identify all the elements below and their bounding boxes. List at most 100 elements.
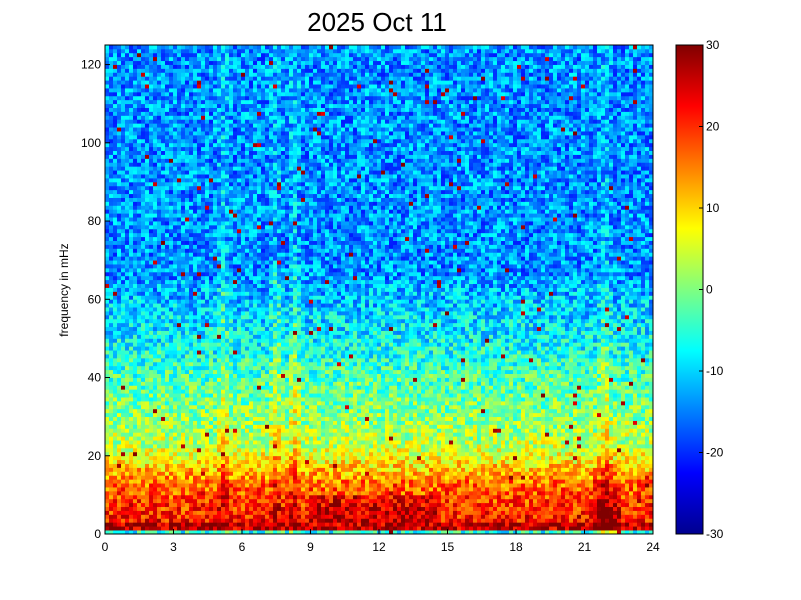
heatmap-cell xyxy=(149,232,154,238)
heatmap-cell xyxy=(165,416,170,421)
heatmap-cell xyxy=(205,244,210,249)
heatmap-cell xyxy=(125,322,130,328)
heatmap-cell xyxy=(181,526,186,531)
heatmap-cell xyxy=(213,357,218,363)
heatmap-cell xyxy=(221,444,226,449)
heatmap-cell xyxy=(121,526,126,531)
heatmap-cell xyxy=(169,412,174,418)
heatmap-cell xyxy=(213,279,218,285)
heatmap-cell xyxy=(173,295,178,300)
heatmap-cell xyxy=(193,357,198,363)
heatmap-cell xyxy=(245,389,250,394)
heatmap-cell xyxy=(261,400,266,406)
heatmap-cell xyxy=(169,213,174,218)
heatmap-cell xyxy=(145,514,150,519)
heatmap-cell xyxy=(261,154,266,159)
heatmap-cell xyxy=(225,459,230,464)
heatmap-cell xyxy=(193,181,198,187)
heatmap-cell xyxy=(221,52,226,58)
heatmap-cell xyxy=(137,138,142,144)
heatmap-cell xyxy=(201,131,206,136)
heatmap-cell xyxy=(261,357,266,363)
heatmap-cell xyxy=(157,479,162,484)
heatmap-cell xyxy=(241,455,246,461)
heatmap-cell xyxy=(253,444,258,449)
heatmap-cell xyxy=(233,162,238,167)
heatmap-cell xyxy=(165,76,170,81)
heatmap-cell xyxy=(261,193,266,198)
heatmap-cell xyxy=(113,80,118,85)
heatmap-cell xyxy=(209,518,214,523)
heatmap-cell xyxy=(125,123,130,128)
heatmap-cell xyxy=(189,256,194,261)
heatmap-cell xyxy=(177,80,182,85)
heatmap-cell xyxy=(173,146,178,152)
heatmap-cell xyxy=(257,127,262,132)
heatmap-cell xyxy=(217,334,222,339)
heatmap-cell xyxy=(249,185,254,191)
heatmap-cell xyxy=(161,193,166,198)
heatmap-cell xyxy=(173,99,178,105)
heatmap-cell xyxy=(197,494,202,500)
heatmap-cell xyxy=(133,420,138,425)
heatmap-cell xyxy=(229,134,234,140)
heatmap-cell xyxy=(105,248,110,253)
heatmap-cell xyxy=(145,103,150,108)
heatmap-cell xyxy=(173,432,178,437)
heatmap-cell xyxy=(205,444,210,449)
heatmap-cell xyxy=(249,420,254,425)
heatmap-cell xyxy=(241,494,246,500)
heatmap-cell xyxy=(137,350,142,355)
heatmap-cell xyxy=(129,264,134,269)
heatmap-cell xyxy=(213,275,218,281)
heatmap-cell xyxy=(109,299,114,304)
heatmap-cell xyxy=(121,228,126,234)
heatmap-cell xyxy=(233,158,238,163)
heatmap-cell xyxy=(129,295,134,300)
heatmap-cell xyxy=(237,224,242,230)
heatmap-cell xyxy=(189,483,194,488)
heatmap-cell xyxy=(201,209,206,214)
heatmap-cell xyxy=(237,498,242,504)
heatmap-cell xyxy=(201,252,206,257)
heatmap-cell xyxy=(177,404,182,410)
heatmap-cell xyxy=(209,197,214,202)
heatmap-cell xyxy=(129,170,134,175)
heatmap-cell xyxy=(197,428,202,433)
heatmap-cell xyxy=(241,291,246,296)
heatmap-cell xyxy=(201,436,206,441)
heatmap-cell xyxy=(145,326,150,331)
heatmap-cell xyxy=(209,506,214,511)
heatmap-cell xyxy=(105,115,110,120)
heatmap-cell xyxy=(145,252,150,257)
heatmap-cell xyxy=(201,483,206,488)
heatmap-cell xyxy=(201,318,206,324)
heatmap-cell xyxy=(217,88,222,93)
heatmap-cell xyxy=(149,451,154,457)
heatmap-cell xyxy=(177,498,182,504)
heatmap-cell xyxy=(161,217,166,222)
heatmap-cell xyxy=(261,338,266,343)
heatmap-cell xyxy=(185,295,190,300)
heatmap-cell xyxy=(117,115,122,120)
heatmap-cell xyxy=(185,436,190,441)
heatmap-cell xyxy=(157,502,162,508)
heatmap-cell xyxy=(233,436,238,441)
heatmap-cell xyxy=(125,459,130,464)
heatmap-cell xyxy=(189,150,194,155)
heatmap-cell xyxy=(177,510,182,515)
heatmap-cell xyxy=(225,146,230,152)
heatmap-cell xyxy=(165,311,170,316)
heatmap-cell xyxy=(249,467,254,472)
heatmap-cell xyxy=(213,72,218,77)
heatmap-cell xyxy=(137,111,142,116)
heatmap-cell xyxy=(137,88,142,93)
heatmap-cell xyxy=(237,432,242,437)
heatmap-cell xyxy=(153,428,158,433)
heatmap-cell xyxy=(141,64,146,69)
heatmap-cell xyxy=(181,314,186,320)
heatmap-cell xyxy=(253,303,258,308)
heatmap-cell xyxy=(253,522,258,527)
heatmap-cell xyxy=(169,389,174,394)
heatmap-cell xyxy=(109,322,114,328)
